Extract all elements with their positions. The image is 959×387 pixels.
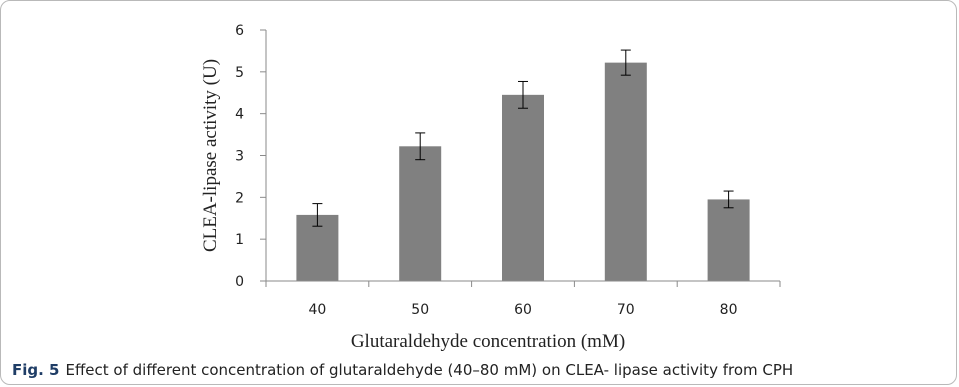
y-tick-label: 1 [235, 232, 244, 248]
bar [502, 94, 544, 281]
y-tick-label: 0 [235, 274, 244, 290]
x-tick-label: 70 [617, 302, 635, 318]
y-tick-label: 6 [235, 23, 244, 39]
caption-label: Fig. 5 [12, 361, 60, 379]
x-tick-label: 60 [514, 302, 532, 318]
y-axis-label: CLEA-lipase activity (U) [200, 59, 221, 252]
y-tick-label: 3 [235, 149, 244, 165]
x-tick-label: 50 [411, 302, 429, 318]
bar [604, 62, 647, 281]
error-bars [312, 49, 734, 227]
bar-chart: 0 1 2 3 4 5 6 40 50 60 70 80 CLEA-lipase activity … [200, 23, 781, 352]
y-tick-label: 5 [235, 65, 244, 81]
y-tick-label: 4 [235, 107, 244, 123]
caption-text: Effect of different concentration of glu… [65, 361, 794, 379]
figure-caption: Fig. 5 Effect of different concentration … [12, 361, 952, 379]
bar [399, 146, 442, 281]
bars [296, 62, 750, 281]
x-axis-label: Glutaraldehyde concentration (mM) [351, 331, 625, 352]
y-tick-label: 2 [235, 190, 244, 206]
x-axis-ticks: 40 50 60 70 80 [265, 281, 781, 318]
x-tick-label: 40 [308, 302, 326, 318]
bar [707, 199, 750, 281]
x-tick-label: 80 [720, 302, 738, 318]
y-axis-ticks: 0 1 2 3 4 5 6 [235, 23, 266, 290]
